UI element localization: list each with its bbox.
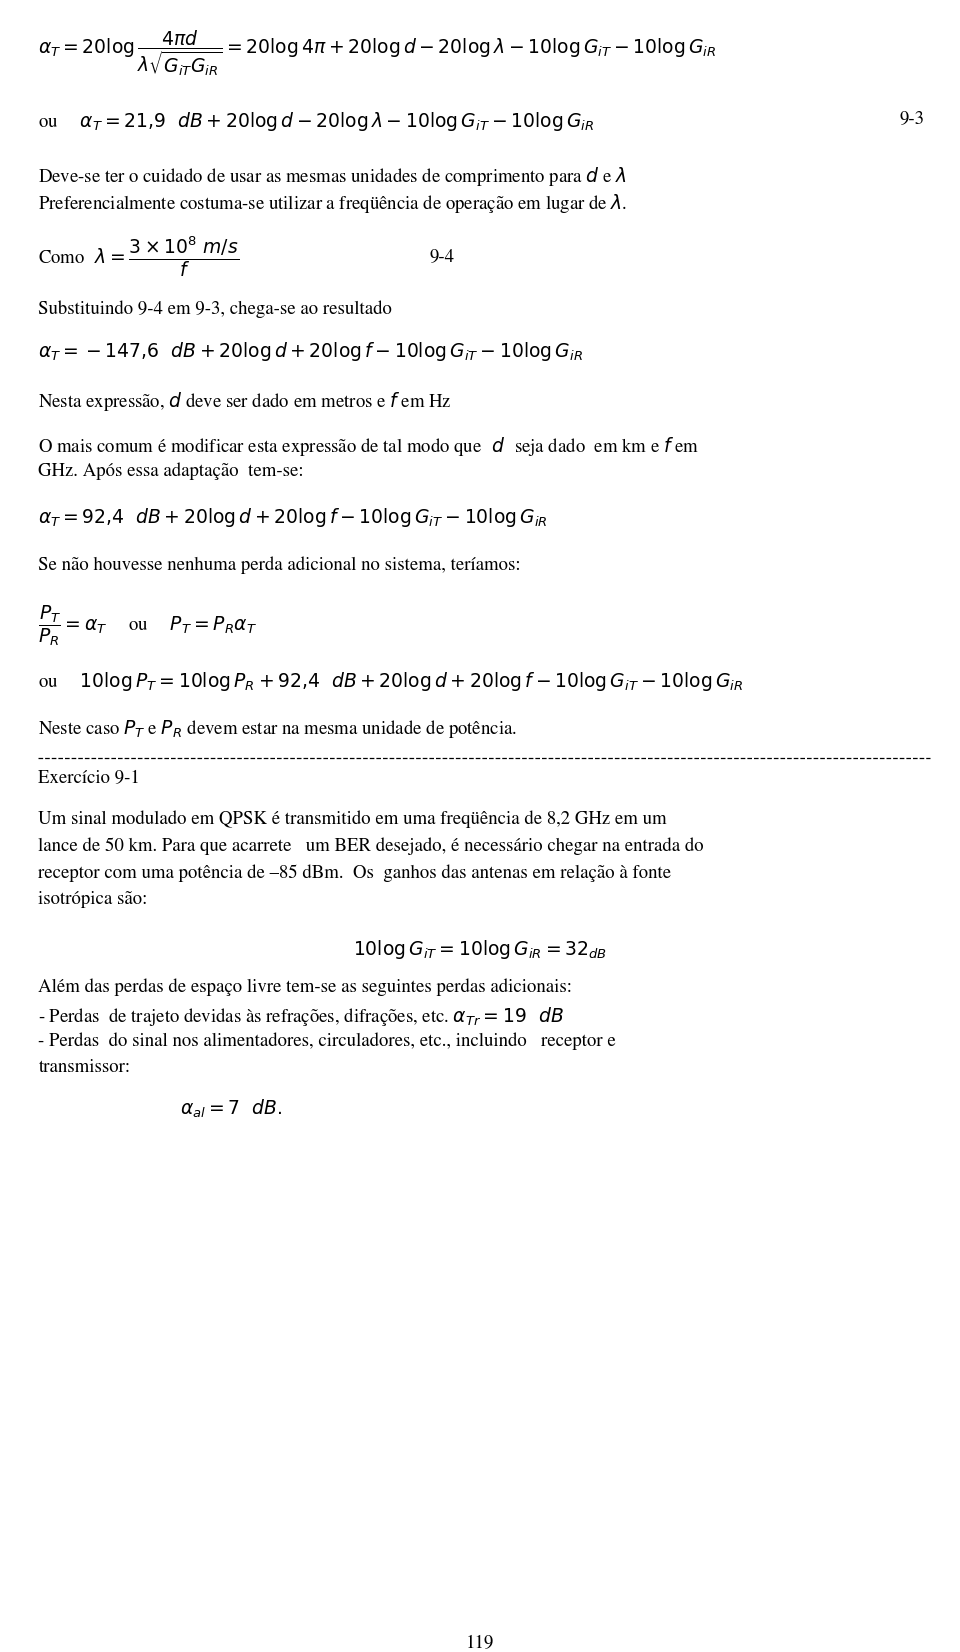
Text: receptor com uma potência de –85 dBm.  Os  ganhos das antenas em relação à fonte: receptor com uma potência de –85 dBm. Os… [38,864,672,882]
Text: $\alpha_T = -147{,}6 \ \ dB + 20\log d + 20\log f - 10\log G_{iT} - 10\log G_{iR: $\alpha_T = -147{,}6 \ \ dB + 20\log d +… [38,340,584,363]
Text: $\alpha_T = 20\log\dfrac{4\pi d}{\lambda\sqrt{G_{iT}G_{iR}}} = 20\log 4\pi + 20\: $\alpha_T = 20\log\dfrac{4\pi d}{\lambda… [38,28,717,78]
Text: Neste caso $P_T$ e $P_R$ devem estar na mesma unidade de potência.: Neste caso $P_T$ e $P_R$ devem estar na … [38,719,517,740]
Text: lance de 50 km. Para que acarrete   um BER desejado, é necessário chegar na entr: lance de 50 km. Para que acarrete um BER… [38,838,704,854]
Text: Além das perdas de espaço livre tem-se as seguintes perdas adicionais:: Além das perdas de espaço livre tem-se a… [38,978,572,996]
Text: ou $\quad \alpha_T = 21{,}9 \ \ dB + 20\log d - 20\log\lambda - 10\log G_{iT} - : ou $\quad \alpha_T = 21{,}9 \ \ dB + 20\… [38,111,594,134]
Text: O mais comum é modificar esta expressão de tal modo que $\ d\ $ seja dado  em km: O mais comum é modificar esta expressão … [38,434,700,458]
Text: - Perdas  de trajeto devidas às refrações, difrações, etc. $\alpha_{Tr} = 19 \ \: - Perdas de trajeto devidas às refrações… [38,1004,564,1028]
Text: 119: 119 [466,1635,494,1652]
Text: $\dfrac{P_T}{P_R} = \alpha_T \quad$ ou $\quad P_T = P_R\alpha_T$: $\dfrac{P_T}{P_R} = \alpha_T \quad$ ou $… [38,605,257,649]
Text: $10\log G_{iT} = 10\log G_{iR} = 32_{dB}$: $10\log G_{iT} = 10\log G_{iR} = 32_{dB}… [353,938,607,961]
Text: 9-4: 9-4 [430,248,455,264]
Text: Um sinal modulado em QPSK é transmitido em uma freqüência de 8,2 GHz em um: Um sinal modulado em QPSK é transmitido … [38,809,667,828]
Text: ou $\quad 10\log P_T = 10\log P_R + 92{,}4 \ \ dB + 20\log d + 20\log f - 10\log: ou $\quad 10\log P_T = 10\log P_R + 92{,… [38,671,744,692]
Text: - Perdas  do sinal nos alimentadores, circuladores, etc., incluindo   receptor e: - Perdas do sinal nos alimentadores, cir… [38,1032,616,1049]
Text: Preferencialmente costuma-se utilizar a freqüência de operação em lugar de $\lam: Preferencialmente costuma-se utilizar a … [38,192,628,215]
Text: Se não houvesse nenhuma perda adicional no sistema, teríamos:: Se não houvesse nenhuma perda adicional … [38,557,521,573]
Text: transmissor:: transmissor: [38,1059,131,1075]
Text: Exercício 9-1: Exercício 9-1 [38,770,140,786]
Text: Deve-se ter o cuidado de usar as mesmas unidades de comprimento para $d$ e $\lam: Deve-se ter o cuidado de usar as mesmas … [38,165,627,188]
Text: $\alpha_{al} = 7 \ \ dB.$: $\alpha_{al} = 7 \ \ dB.$ [180,1099,282,1120]
Text: 9-3: 9-3 [900,111,925,127]
Text: isotrópica são:: isotrópica são: [38,890,148,909]
Text: $\alpha_T = 92{,}4 \ \ dB + 20\log d + 20\log f - 10\log G_{iT} - 10\log G_{iR}$: $\alpha_T = 92{,}4 \ \ dB + 20\log d + 2… [38,506,548,529]
Text: Nesta expressão, $d$ deve ser dado em metros e $f$ em Hz: Nesta expressão, $d$ deve ser dado em me… [38,390,452,413]
Text: GHz. Após essa adaptação  tem-se:: GHz. Após essa adaptação tem-se: [38,463,304,479]
Text: Substituindo 9-4 em 9-3, chega-se ao resultado: Substituindo 9-4 em 9-3, chega-se ao res… [38,301,393,317]
Text: Como $\ \lambda = \dfrac{3\times10^8 \ m/s}{f}$: Como $\ \lambda = \dfrac{3\times10^8 \ m… [38,235,239,279]
